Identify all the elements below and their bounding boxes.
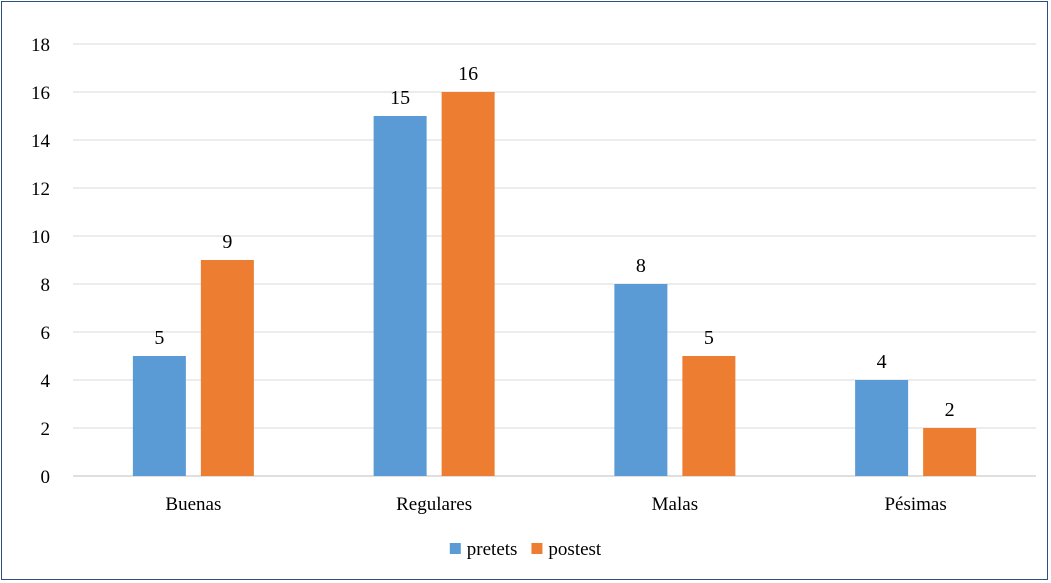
x-tick-label: Pésimas [884,494,946,515]
bar-pretets-malas [614,284,668,476]
x-tick-label: Buenas [165,494,221,515]
legend-swatch-postest [531,543,543,554]
legend-label-pretets: pretets [467,539,518,560]
legend-label-postest: postest [548,539,602,560]
data-labels: 5 9 15 16 8 5 4 2 [154,63,954,421]
data-label: 15 [390,87,410,109]
y-tick-label: 14 [31,131,51,152]
data-label: 5 [154,327,164,349]
bar-postest-regulares [441,92,495,476]
data-label: 9 [222,231,232,253]
y-tick-label: 18 [31,35,50,56]
y-tick-label: 0 [41,467,51,488]
bars [132,92,977,476]
data-label: 16 [458,63,478,85]
bar-postest-pésimas [923,428,977,476]
y-axis-ticks: 0 2 4 6 8 10 12 14 16 18 [31,35,51,488]
y-tick-label: 8 [41,275,51,296]
bar-pretets-pésimas [855,380,909,476]
y-tick-label: 12 [31,179,50,200]
data-label: 4 [877,351,887,373]
bar-postest-malas [682,356,736,476]
bar-postest-buenas [200,260,254,476]
data-label: 8 [636,255,646,277]
data-label: 2 [945,399,955,421]
y-tick-label: 16 [31,83,50,104]
bar-pretets-regulares [373,116,427,476]
x-axis-ticks: Buenas Regulares Malas Pésimas [165,494,946,515]
y-tick-label: 6 [41,323,51,344]
x-tick-label: Malas [652,494,698,515]
y-tick-label: 2 [41,419,51,440]
data-label: 5 [704,327,714,349]
bar-pretets-buenas [132,356,186,476]
legend-swatch-pretets [449,543,461,554]
legend: pretets postest [449,539,602,560]
y-tick-label: 4 [41,371,51,392]
y-tick-label: 10 [31,227,50,248]
x-tick-label: Regulares [396,494,472,515]
